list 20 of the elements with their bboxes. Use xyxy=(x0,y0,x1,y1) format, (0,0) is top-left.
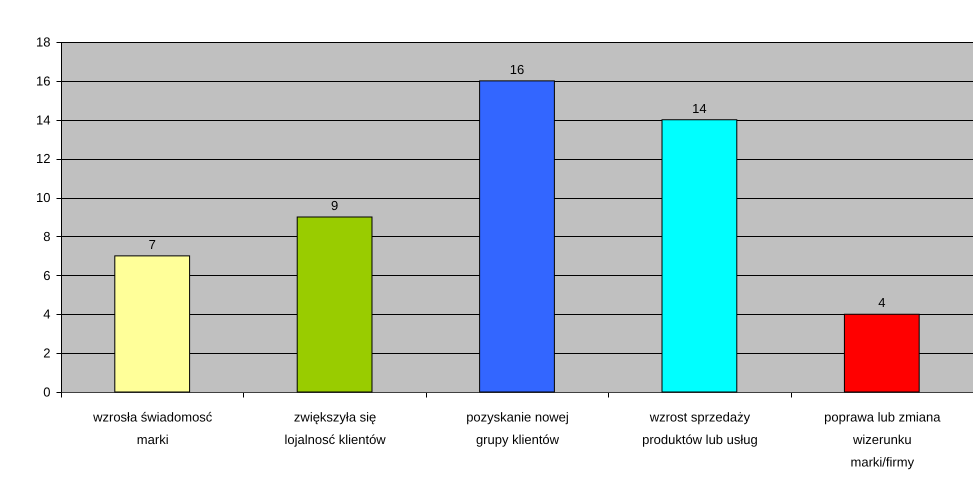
data-label: 14 xyxy=(692,100,707,116)
data-label: 4 xyxy=(878,295,886,310)
data-label: 16 xyxy=(510,62,524,77)
data-label: 9 xyxy=(330,198,338,213)
y-tick-label: 4 xyxy=(43,306,50,322)
y-tick-label: 12 xyxy=(36,151,50,166)
y-tick-label: 14 xyxy=(36,112,50,128)
y-tick-label: 10 xyxy=(36,190,50,206)
y-tick-label: 0 xyxy=(43,384,50,400)
y-tick-label: 8 xyxy=(43,228,50,244)
data-label: 7 xyxy=(148,236,156,252)
x-tick-label: wzrost sprzedaży produktów lub usług xyxy=(642,410,758,447)
y-tick-label: 16 xyxy=(36,73,50,88)
y-tick-label: 18 xyxy=(36,34,50,50)
y-tick-label: 2 xyxy=(43,346,50,361)
x-tick-label: pozyskanie nowej grupy klientów xyxy=(466,410,569,447)
x-tick-label: zwiększyła się lojalnosć klientów xyxy=(284,410,386,447)
x-tick-label: wzrosła świadomosć marki xyxy=(92,410,213,447)
y-tick-label: 6 xyxy=(43,268,50,283)
x-tick-label: poprawa lub zmiana wizerunku marki/firmy xyxy=(824,410,942,470)
